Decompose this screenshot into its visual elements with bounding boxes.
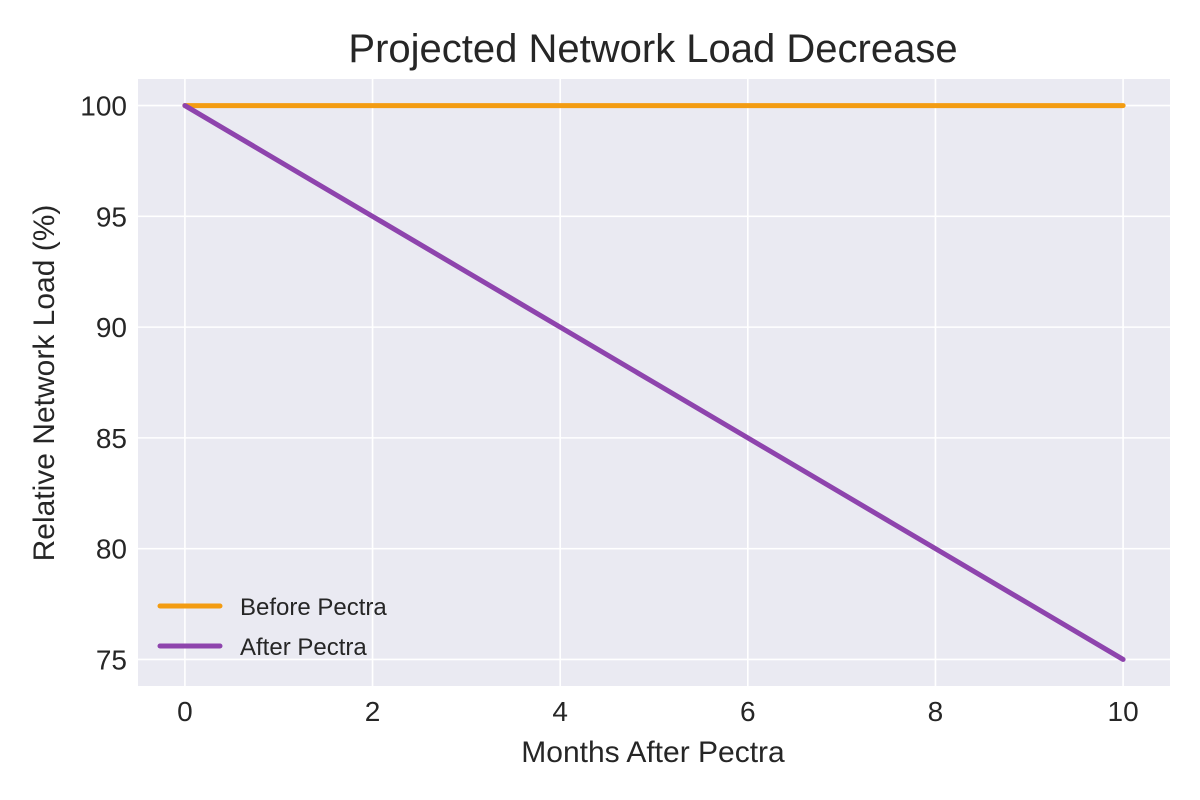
x-tick-label: 10 [1108,696,1139,727]
x-tick-label: 0 [177,696,193,727]
x-tick-label: 2 [365,696,381,727]
y-tick-label: 95 [96,201,127,232]
y-axis-ticks: 75 80 85 90 95 100 [80,91,127,676]
y-tick-label: 100 [80,91,127,122]
legend-label: After Pectra [240,634,367,661]
series-line-after-pectra [182,103,1126,662]
y-tick-label: 75 [96,644,127,675]
y-tick-label: 85 [96,423,127,454]
series-layer [182,103,1126,662]
x-grid-lines [184,79,1124,686]
x-tick-label: 4 [552,696,568,727]
y-tick-label: 90 [96,312,127,343]
legend: Before Pectra After Pectra [157,594,387,661]
x-tick-label: 6 [740,696,756,727]
chart-title: Projected Network Load Decrease [348,27,957,71]
x-axis-ticks: 0 2 4 6 8 10 [177,696,1139,727]
x-axis-label: Months After Pectra [521,736,785,769]
legend-label: Before Pectra [240,594,387,621]
y-tick-label: 80 [96,534,127,565]
y-axis-label: Relative Network Load (%) [28,205,61,562]
x-tick-label: 8 [928,696,944,727]
